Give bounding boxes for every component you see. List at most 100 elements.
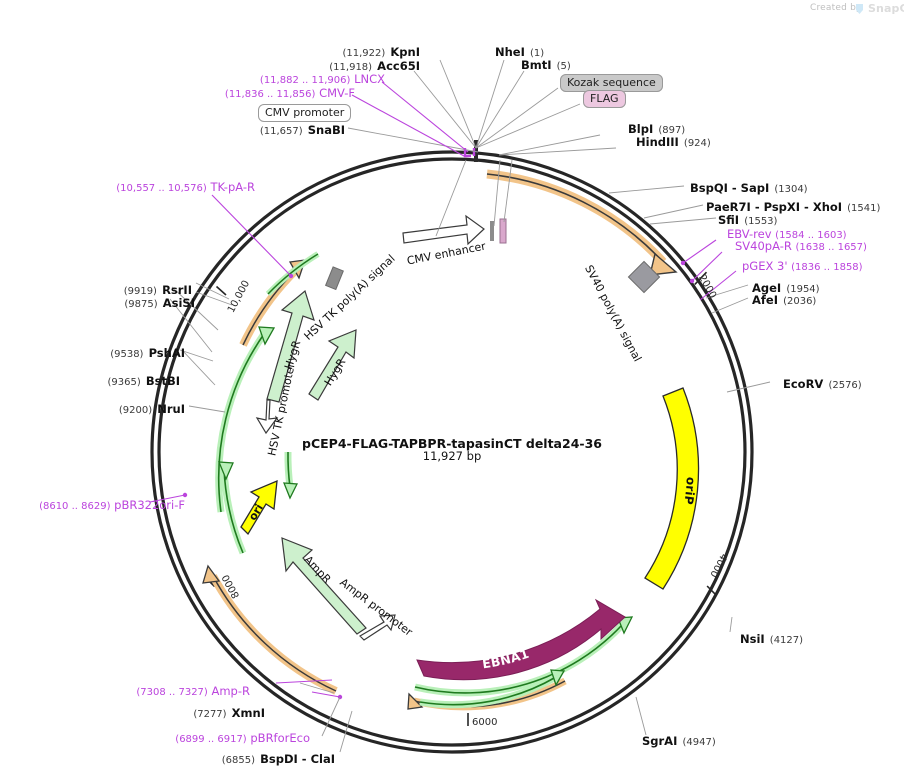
enzyme-position: (6855) xyxy=(221,755,256,766)
feature-box-cmv-promoter: CMV promoter xyxy=(258,103,352,122)
primer-range: (8610 .. 8629) xyxy=(39,501,111,512)
snapgene-logo-icon xyxy=(855,2,865,18)
enzyme-name: BstBI xyxy=(145,374,180,388)
feature-orip: oriP xyxy=(644,387,700,590)
feature-ebna1: EBNA1 xyxy=(416,598,626,681)
primer-name: Amp-R xyxy=(211,684,250,698)
primer-label-pbr322ori-f: (8610 .. 8629) pBR322ori-F xyxy=(0,498,185,512)
enzyme-name: KpnI xyxy=(390,45,420,59)
primer-label-lncx: (11,882 .. 11,906) LNCX xyxy=(215,72,385,86)
enzyme-position: (9919) xyxy=(123,286,157,297)
primer-range: (7308 .. 7327) xyxy=(136,687,208,698)
enzyme-name: SnaBI xyxy=(307,123,345,137)
primer-name: SV40pA-R xyxy=(735,239,792,253)
enzyme-position: (5) xyxy=(556,61,571,72)
enzyme-position: (11,918) xyxy=(329,62,373,73)
primer-range: (1836 .. 1858) xyxy=(791,262,863,273)
feature-box-kozak: Kozak sequence xyxy=(560,73,663,92)
feature-hsv-tk-polya: HSV TK poly(A) signal xyxy=(302,252,398,343)
primer-range: (6899 .. 6917) xyxy=(175,734,247,745)
enzyme-position: (9200) xyxy=(118,405,153,416)
enzyme-name: BspQI - SapI xyxy=(690,181,770,195)
primer-label-tk-pa-r: (10,557 .. 10,576) TK-pA-R xyxy=(100,180,255,194)
enzyme-name: BspDI - ClaI xyxy=(260,752,335,766)
enzyme-position: (1541) xyxy=(847,203,881,214)
enzyme-position: (2576) xyxy=(828,380,862,391)
enzyme-name: XmnI xyxy=(231,706,265,720)
primer-name: pBR322ori-F xyxy=(114,498,185,512)
primer-name: EBV-rev xyxy=(727,227,772,241)
feature-cmv-enhancer: CMV enhancer xyxy=(402,214,487,268)
enzyme-position: (4127) xyxy=(769,635,804,646)
feature-label: FLAG xyxy=(583,90,626,108)
primer-name: LNCX xyxy=(354,72,385,86)
primer-label-cmv-f: (11,836 .. 11,856) CMV-F xyxy=(190,86,355,100)
feature-sv40-polya: SV40 poly(A) signal xyxy=(582,260,661,364)
enzyme-label-bstbi: (9365) BstBI xyxy=(40,372,180,388)
enzyme-position: (2036) xyxy=(783,296,817,307)
enzyme-position: (1) xyxy=(529,48,545,59)
enzyme-position: (7277) xyxy=(193,709,227,720)
enzyme-name: PshAI xyxy=(148,346,185,360)
enzyme-label-nsii: NsiI (4127) xyxy=(740,630,803,646)
enzyme-label-hindiii: HindIII (924) xyxy=(636,133,711,149)
enzyme-position: (11,922) xyxy=(342,48,386,59)
primer-name: CMV-F xyxy=(319,86,355,100)
snapgene-brand: SnapGene xyxy=(868,2,904,15)
primer-range: (1638 .. 1657) xyxy=(795,242,867,253)
enzyme-label-asisi: (9875) AsiSI xyxy=(70,294,195,310)
enzyme-name: PaeR7I - PspXI - XhoI xyxy=(706,200,843,214)
primer-label-ebv-rev: EBV-rev (1584 .. 1603) xyxy=(727,227,847,241)
svg-text:CMV enhancer: CMV enhancer xyxy=(406,239,487,267)
enzyme-name: AgeI xyxy=(752,281,782,295)
svg-text:HSV TK promoter: HSV TK promoter xyxy=(265,361,298,457)
enzyme-name: SgrAI xyxy=(642,734,678,748)
enzyme-position: (9365) xyxy=(107,377,141,388)
credit-prefix: Created by xyxy=(810,3,862,13)
plasmid-size: 11,927 bp xyxy=(422,449,482,463)
primer-leader-lines xyxy=(149,81,737,698)
feature-box-flag: FLAG xyxy=(583,89,626,108)
primer-label-sv40pa-r: SV40pA-R (1638 .. 1657) xyxy=(735,239,867,253)
enzyme-label-agei: AgeI (1954) xyxy=(752,279,820,295)
feature-label: Kozak sequence xyxy=(560,74,663,92)
primer-range: (10,557 .. 10,576) xyxy=(116,183,207,194)
enzyme-label-acc65i: (11,918) Acc65I xyxy=(270,57,420,73)
enzyme-label-paer7i-pspxi-xhoi: PaeR7I - PspXI - XhoI (1541) xyxy=(706,198,880,214)
enzyme-label-rsrii: (9919) RsrII xyxy=(70,281,192,297)
enzyme-label-nhei: NheI (1) xyxy=(495,43,544,59)
inner-feature-ticks xyxy=(463,140,507,244)
enzyme-label-bmti: BmtI (5) xyxy=(521,56,571,72)
enzyme-name: RsrII xyxy=(162,283,192,297)
enzyme-label-bspdi-clai: (6855) BspDI - ClaI xyxy=(150,750,335,766)
page-title: pCEP4-FLAG-TAPBPR-tapasinCT delta24-36 xyxy=(302,436,602,451)
enzyme-name: NheI xyxy=(495,45,525,59)
enzyme-label-kpni: (11,922) KpnI xyxy=(290,43,421,59)
primer-label-pgex-3prime: pGEX 3' (1836 .. 1858) xyxy=(742,259,863,273)
enzyme-position: (9875) xyxy=(124,299,158,310)
enzyme-label-xmni: (7277) XmnI xyxy=(150,704,265,720)
primer-label-amp-r: (7308 .. 7327) Amp-R xyxy=(100,684,250,698)
enzyme-label-bspqi-sapi: BspQI - SapI (1304) xyxy=(690,179,808,195)
feature-ori: ori xyxy=(240,479,278,536)
enzyme-label-ecorv: EcoRV (2576) xyxy=(783,375,862,391)
green-strand-arcs xyxy=(215,251,634,709)
feature-ampr-promoter: AmpR promoter xyxy=(337,576,415,641)
leader-lines xyxy=(169,59,771,753)
svg-text:oriP: oriP xyxy=(681,477,698,506)
enzyme-position: (924) xyxy=(683,138,711,149)
primer-range: (11,882 .. 11,906) xyxy=(259,75,351,86)
enzyme-name: HindIII xyxy=(636,135,679,149)
primer-name: TK-pA-R xyxy=(210,180,255,194)
enzyme-name: BmtI xyxy=(521,58,552,72)
credit-line: Created by xyxy=(810,4,862,13)
enzyme-position: (4947) xyxy=(682,737,716,748)
primer-label-pbrforeco: (6899 .. 6917) pBRforEco xyxy=(110,732,310,745)
enzyme-position: (11,657) xyxy=(259,126,303,137)
enzyme-label-sfii: SfiI (1553) xyxy=(718,211,777,227)
primer-name: pGEX 3' xyxy=(742,259,788,273)
enzyme-position: (1304) xyxy=(774,184,808,195)
enzyme-name: NsiI xyxy=(740,632,765,646)
